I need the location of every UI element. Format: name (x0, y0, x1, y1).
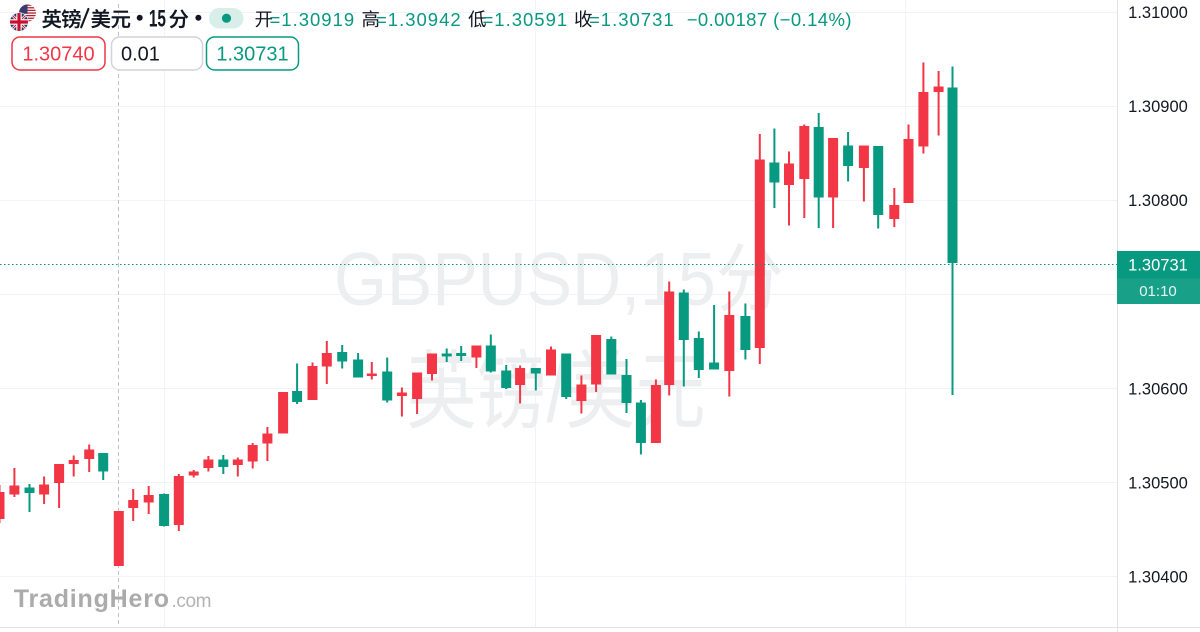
svg-text:1.30731: 1.30731 (1128, 256, 1188, 274)
svg-text:1.30500: 1.30500 (1128, 474, 1188, 492)
svg-text:1.31000: 1.31000 (1128, 4, 1188, 22)
svg-text:=1.30919: =1.30919 (270, 9, 356, 30)
svg-text:=1.30591: =1.30591 (483, 9, 569, 30)
svg-text:=1.30731: =1.30731 (589, 9, 675, 30)
svg-text:.com: .com (172, 591, 212, 612)
svg-text:15: 15 (149, 6, 166, 32)
svg-text:1.30600: 1.30600 (1128, 380, 1188, 398)
svg-text:=1.30942: =1.30942 (376, 9, 462, 30)
svg-text:0.01: 0.01 (121, 44, 160, 66)
svg-text:1.30731: 1.30731 (216, 44, 288, 66)
svg-text:1.30740: 1.30740 (22, 44, 94, 66)
svg-text:TradingHero: TradingHero (14, 585, 170, 613)
svg-text:GBPUSD,15: GBPUSD,15 (334, 238, 716, 322)
svg-text:1.30800: 1.30800 (1128, 192, 1188, 210)
svg-text:1.30900: 1.30900 (1128, 98, 1188, 116)
svg-text:−0.00187 (−0.14%): −0.00187 (−0.14%) (687, 9, 852, 30)
svg-text:1.30400: 1.30400 (1128, 568, 1188, 586)
svg-text:01:10: 01:10 (1139, 283, 1177, 300)
